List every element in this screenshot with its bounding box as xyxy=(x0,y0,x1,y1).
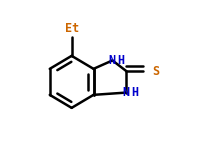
Text: H: H xyxy=(117,54,124,67)
Text: N: N xyxy=(123,86,130,99)
Text: Et: Et xyxy=(64,22,79,35)
Text: S: S xyxy=(152,65,159,78)
Text: H: H xyxy=(131,86,138,99)
Text: N: N xyxy=(109,54,116,67)
